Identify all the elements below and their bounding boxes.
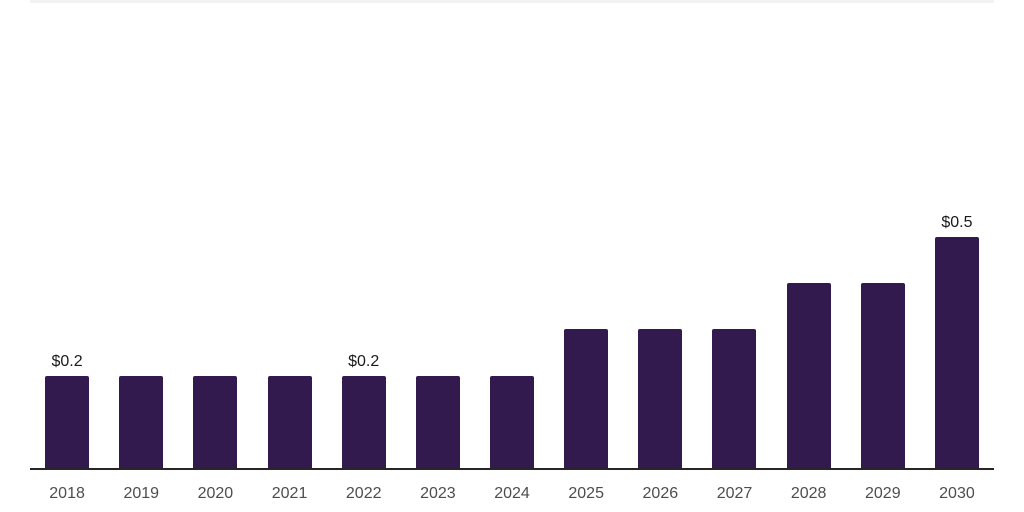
x-tick-label-2028: 2028 — [790, 485, 827, 502]
bar-2026 — [638, 329, 683, 468]
x-tick-label-2023: 2023 — [420, 485, 456, 502]
data-label-2022: $0.2 — [348, 353, 380, 370]
x-tick-label-2022: 2022 — [345, 485, 382, 502]
x-tick-label-2018: 2018 — [49, 485, 85, 502]
bar-2028 — [786, 283, 831, 468]
x-tick-label-2020: 2020 — [197, 485, 234, 502]
x-tick-label-2029: 2029 — [865, 485, 901, 502]
x-tick-label-2027: 2027 — [716, 485, 753, 502]
data-label-2018: $0.2 — [51, 353, 83, 370]
bar-2019 — [119, 376, 164, 468]
bar-2023 — [415, 376, 460, 468]
x-tick-label-2026: 2026 — [642, 485, 679, 502]
bar-2024 — [490, 376, 535, 468]
bar-2020 — [193, 376, 238, 468]
top-border-line — [30, 0, 994, 3]
bar-column-2020 — [178, 376, 252, 468]
bar-column-2023 — [401, 376, 475, 468]
x-tick-label-2030: 2030 — [939, 485, 975, 502]
bar-column-2022: $0.2 — [327, 354, 401, 468]
x-tick-label-2024: 2024 — [494, 485, 530, 502]
bar-2025 — [564, 329, 609, 468]
data-label-2030: $0.5 — [941, 214, 973, 231]
bar-2022 — [341, 376, 386, 468]
x-axis-tick-labels: 2018 2019 2020 2021 2022 2023 2024 2025 2026 2027… — [30, 470, 994, 503]
plot-area: $0.2 $0.2 $0.5 — [30, 0, 994, 470]
bar-2030 — [934, 237, 979, 468]
bar-column-2024 — [475, 376, 549, 468]
bar-2021 — [267, 376, 312, 468]
x-tick-label-2025: 2025 — [568, 485, 604, 502]
bar-2027 — [712, 329, 757, 468]
bar-2018 — [45, 376, 90, 468]
bar-column-2028 — [772, 283, 846, 468]
bar-column-2027 — [697, 329, 771, 468]
bar-column-2018: $0.2 — [30, 354, 104, 468]
bar-2029 — [860, 283, 905, 468]
bar-column-2029 — [846, 283, 920, 468]
bar-column-2030: $0.5 — [920, 215, 994, 468]
bar-column-2025 — [549, 329, 623, 468]
bar-column-2026 — [623, 329, 697, 468]
x-tick-label-2021: 2021 — [271, 485, 308, 502]
x-tick-label-2019: 2019 — [123, 485, 160, 502]
bar-column-2021 — [252, 376, 326, 468]
bar-column-2019 — [104, 376, 178, 468]
